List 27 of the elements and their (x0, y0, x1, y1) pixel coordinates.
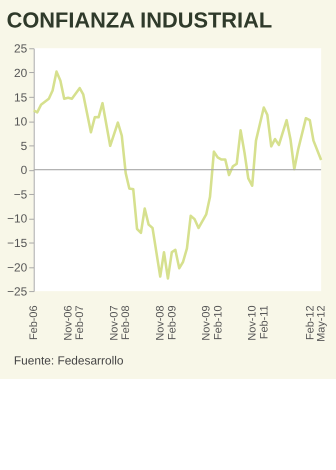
y-tick-label: −20 (7, 260, 28, 274)
y-tick-label: 20 (14, 66, 28, 80)
x-tick-label: Feb-07 (74, 305, 86, 340)
x-tick-label: Feb-10 (212, 305, 224, 340)
x-tick-label: Nov-09 (200, 305, 213, 341)
x-tick-label: Feb-09 (166, 305, 178, 340)
y-tick-label: 25 (14, 42, 28, 56)
chart-title: CONFIANZA INDUSTRIAL (6, 7, 272, 32)
source-note: Fuente: Fedesarrollo (14, 353, 124, 368)
x-tick-label: Feb-12 (304, 305, 316, 340)
y-tick-label: 15 (14, 90, 28, 104)
x-tick-label: May-12 (316, 305, 328, 342)
x-tick-label: Feb-06 (28, 305, 40, 340)
y-tick-label: 5 (20, 138, 28, 153)
y-tick-label: −10 (7, 212, 28, 226)
x-tick-label: Nov-06 (62, 305, 75, 341)
x-tick-label: Nov-07 (108, 305, 121, 341)
y-tick-label: 0 (20, 163, 28, 178)
y-tick-label: −25 (7, 284, 28, 299)
line-series (32, 70, 322, 280)
x-tick-label: Nov-10 (246, 305, 259, 341)
x-tick-label: Feb-08 (120, 305, 132, 340)
x-tick-label: Nov-08 (154, 305, 167, 341)
y-tick-label: −5 (14, 187, 28, 202)
x-tick-label: Feb-11 (258, 305, 270, 340)
y-tick-label: 10 (14, 114, 28, 129)
y-tick-label: −15 (7, 236, 28, 250)
